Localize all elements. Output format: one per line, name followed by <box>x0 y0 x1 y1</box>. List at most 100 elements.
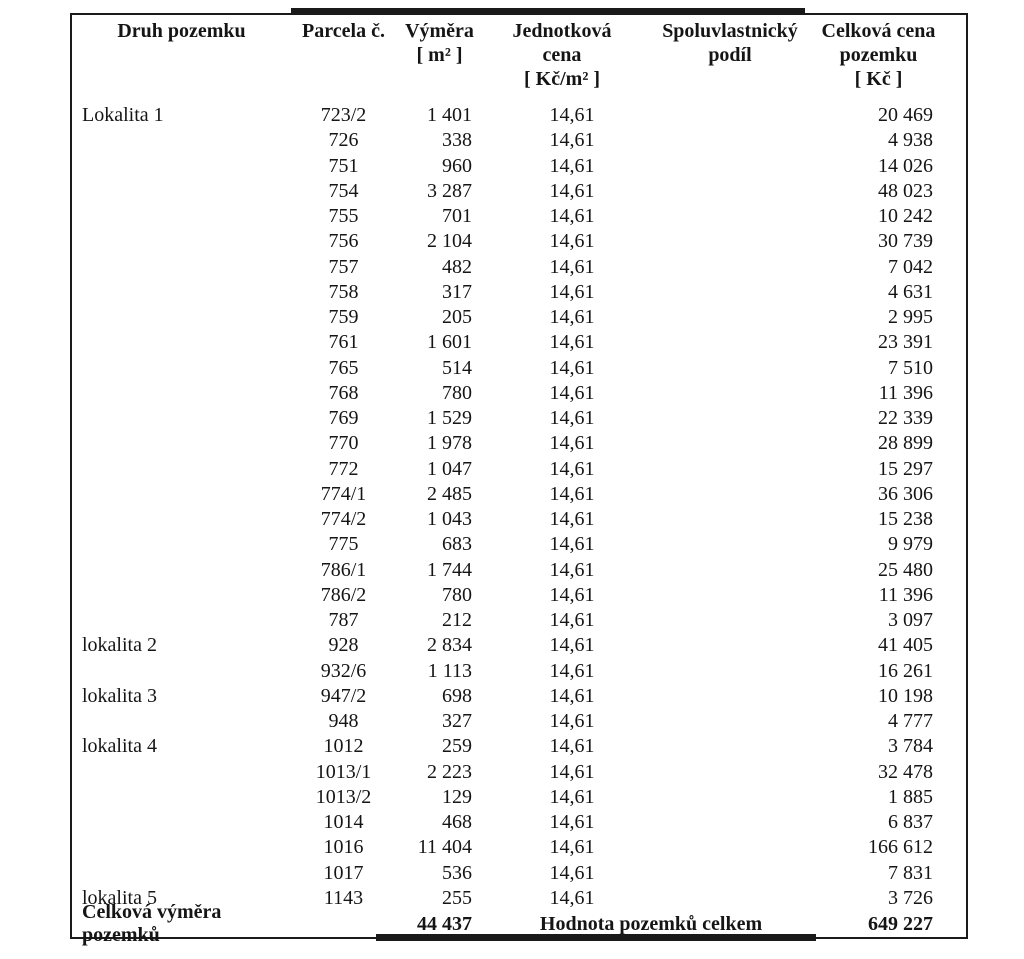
table-cell-celkova-cena: 166 612 <box>868 836 933 859</box>
table-row: 765 514 14,61 7 510 <box>72 356 966 381</box>
table-cell-celkova-cena: 3 784 <box>888 735 933 758</box>
table-cell-vymera: 514 <box>442 356 472 379</box>
table-cell-celkova-cena: 1 885 <box>888 785 933 808</box>
table-row: 759 205 14,61 2 995 <box>72 305 966 330</box>
footer-total-area-value: 44 437 <box>417 912 472 935</box>
table-row: Lokalita 1 723/2 1 401 14,61 20 469 <box>72 103 966 128</box>
table-cell-parcela-cislo: 751 <box>328 154 359 177</box>
table-cell-vymera: 2 485 <box>427 482 472 505</box>
table-cell-parcela-cislo: 947/2 <box>320 684 367 707</box>
table-cell-celkova-cena: 7 510 <box>888 356 933 379</box>
table-cell-vymera: 482 <box>442 255 472 278</box>
table-cell-jednotkova-cena: 14,61 <box>549 684 595 707</box>
table-cell-parcela-cislo: 1016 <box>323 836 364 859</box>
table-cell-vymera: 1 529 <box>427 407 472 430</box>
table-cell-parcela-cislo: 765 <box>328 356 359 379</box>
table-row: 751 960 14,61 14 026 <box>72 154 966 179</box>
table-cell-jednotkova-cena: 14,61 <box>549 306 595 329</box>
land-valuation-table: Druh pozemku Parcela č. Výměra[ m² ] Jednot… <box>70 13 968 946</box>
table-cell-vymera: 1 043 <box>427 508 472 531</box>
table-cell-vymera: 1 601 <box>427 331 472 354</box>
table-row: 775 683 14,61 9 979 <box>72 532 966 557</box>
table-cell-jednotkova-cena: 14,61 <box>549 508 595 531</box>
table-cell-vymera: 3 287 <box>427 179 472 202</box>
table-cell-jednotkova-cena: 14,61 <box>549 457 595 480</box>
table-cell-parcela-cislo: 756 <box>328 230 359 253</box>
table-cell-celkova-cena: 23 391 <box>878 331 933 354</box>
table-cell-jednotkova-cena: 14,61 <box>549 634 595 657</box>
table-cell-vymera: 701 <box>442 205 472 228</box>
header-line: podíl <box>708 44 752 66</box>
table-cell-celkova-cena: 22 339 <box>878 407 933 430</box>
table-cell-vymera: 1 401 <box>427 104 472 127</box>
table-cell-vymera: 960 <box>442 154 472 177</box>
table-cell-celkova-cena: 28 899 <box>878 432 933 455</box>
table-cell-jednotkova-cena: 14,61 <box>549 255 595 278</box>
table-cell-parcela-cislo: 755 <box>328 205 359 228</box>
table-cell-jednotkova-cena: 14,61 <box>549 659 595 682</box>
table-cell-vymera: 683 <box>442 533 472 556</box>
table-cell-celkova-cena: 4 938 <box>888 129 933 152</box>
table-cell-celkova-cena: 48 023 <box>878 179 933 202</box>
table-row: lokalita 2 928 2 834 14,61 41 405 <box>72 633 966 658</box>
table-row: 770 1 978 14,61 28 899 <box>72 431 966 456</box>
table-cell-parcela-cislo: 774/2 <box>320 508 367 531</box>
table-row: 772 1 047 14,61 15 297 <box>72 457 966 482</box>
table-cell-parcela-cislo: 768 <box>328 381 359 404</box>
table-row: 948 327 14,61 4 777 <box>72 709 966 734</box>
table-cell-parcela-cislo: 723/2 <box>320 104 367 127</box>
table-cell-parcela-cislo: 1014 <box>323 811 364 834</box>
table-cell-celkova-cena: 4 631 <box>888 280 933 303</box>
table-cell-celkova-cena: 11 396 <box>878 583 933 606</box>
table-row: 761 1 601 14,61 23 391 <box>72 330 966 355</box>
header-cell-druh-pozemku: Druh pozemku <box>72 19 291 103</box>
footer-total-area-label: Celková výměra pozemků <box>82 901 222 946</box>
table-row: 726 338 14,61 4 938 <box>72 128 966 153</box>
table-cell-vymera: 536 <box>442 861 472 884</box>
table-body: Lokalita 1 723/2 1 401 14,61 20 469 726 338 14,… <box>72 103 966 911</box>
table-cell-druh-pozemku: lokalita 2 <box>82 634 157 657</box>
table-cell-parcela-cislo: 754 <box>328 179 359 202</box>
table-cell-celkova-cena: 9 979 <box>888 533 933 556</box>
table-cell-jednotkova-cena: 14,61 <box>549 811 595 834</box>
table-cell-parcela-cislo: 786/2 <box>320 583 367 606</box>
table-cell-parcela-cislo: 726 <box>328 129 359 152</box>
table-row: 787 212 14,61 3 097 <box>72 608 966 633</box>
table-cell-vymera: 129 <box>442 785 472 808</box>
table-row: lokalita 3 947/2 698 14,61 10 198 <box>72 684 966 709</box>
table-cell-parcela-cislo: 948 <box>328 710 359 733</box>
table-cell-vymera: 317 <box>442 280 472 303</box>
header-cell-spoluvlastnicky-podil: Spoluvlastnický podíl <box>641 19 819 103</box>
header-line: [ m² ] <box>416 44 463 66</box>
table-row: 774/1 2 485 14,61 36 306 <box>72 482 966 507</box>
table-row: 757 482 14,61 7 042 <box>72 255 966 280</box>
table-cell-celkova-cena: 32 478 <box>878 760 933 783</box>
header-line: Výměra <box>405 20 474 42</box>
table-cell-celkova-cena: 3 097 <box>888 609 933 632</box>
table-cell-vymera: 212 <box>442 609 472 632</box>
header-line: Parcela č. <box>302 20 385 42</box>
table-row: lokalita 4 1012 259 14,61 3 784 <box>72 734 966 759</box>
table-cell-parcela-cislo: 787 <box>328 609 359 632</box>
table-cell-jednotkova-cena: 14,61 <box>549 331 595 354</box>
table-cell-celkova-cena: 7 831 <box>888 861 933 884</box>
table-row: 754 3 287 14,61 48 023 <box>72 179 966 204</box>
table-cell-celkova-cena: 36 306 <box>878 482 933 505</box>
table-cell-celkova-cena: 6 837 <box>888 811 933 834</box>
table-cell-parcela-cislo: 1017 <box>323 861 364 884</box>
table-cell-vymera: 338 <box>442 129 472 152</box>
table-header-row: Druh pozemku Parcela č. Výměra[ m² ] Jednot… <box>72 15 966 103</box>
table-row: 756 2 104 14,61 30 739 <box>72 229 966 254</box>
table-row: 755 701 14,61 10 242 <box>72 204 966 229</box>
table-cell-celkova-cena: 3 726 <box>888 886 933 909</box>
table-cell-jednotkova-cena: 14,61 <box>549 356 595 379</box>
table-cell-jednotkova-cena: 14,61 <box>549 785 595 808</box>
table-cell-druh-pozemku: lokalita 4 <box>82 735 157 758</box>
table-cell-parcela-cislo: 757 <box>328 255 359 278</box>
table-cell-parcela-cislo: 1013/1 <box>315 760 372 783</box>
table-cell-vymera: 259 <box>442 735 472 758</box>
table-cell-vymera: 1 047 <box>427 457 472 480</box>
table-cell-jednotkova-cena: 14,61 <box>549 482 595 505</box>
table-cell-jednotkova-cena: 14,61 <box>549 583 595 606</box>
table-cell-jednotkova-cena: 14,61 <box>549 861 595 884</box>
